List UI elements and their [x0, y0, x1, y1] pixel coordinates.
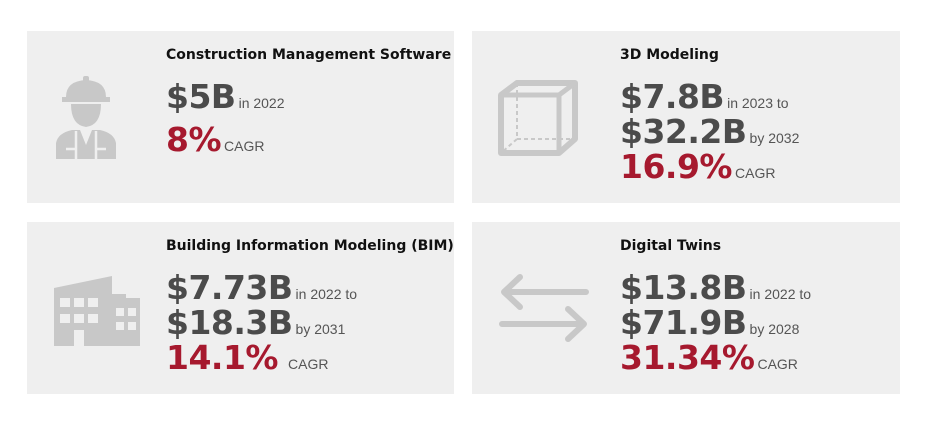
market-value: $7.8B: [620, 77, 725, 116]
market-card-bim: Building Information Modeling (BIM) $7.7…: [27, 222, 454, 394]
construction-worker-icon: [56, 76, 116, 159]
value-row-2: $71.9B by 2028: [620, 303, 799, 342]
value-row-1: $7.73B in 2022 to: [166, 268, 357, 307]
cagr-label: CAGR: [757, 356, 798, 372]
market-value: $13.8B: [620, 268, 747, 307]
building-icon: [54, 276, 140, 346]
cagr-value: 14.1%: [166, 338, 279, 377]
cagr-value: 8%: [166, 120, 222, 159]
value-note: by 2031: [295, 321, 346, 337]
cagr-row: 8% CAGR: [166, 120, 264, 159]
card-title: Building Information Modeling (BIM): [166, 238, 454, 254]
cagr-label: CAGR: [735, 165, 776, 181]
market-card-digital-twins: Digital Twins $13.8B in 2022 to $71.9B by …: [472, 222, 900, 394]
cagr-value: 16.9%: [620, 147, 733, 186]
value-row-2: $32.2B by 2032: [620, 112, 799, 151]
cagr-row: 31.34% CAGR: [620, 338, 798, 377]
swap-arrows-icon: [499, 274, 589, 342]
cube-icon: [498, 80, 578, 156]
value-row-1: $13.8B in 2022 to: [620, 268, 811, 307]
value-note: in 2023 to: [727, 95, 789, 111]
value-row-2: $18.3B by 2031: [166, 303, 345, 342]
card-title: Construction Management Software: [166, 47, 452, 63]
market-value: $18.3B: [166, 303, 293, 342]
value-row-1: $5B in 2022: [166, 77, 285, 116]
market-value: $32.2B: [620, 112, 747, 151]
cagr-row: 14.1% CAGR: [166, 338, 328, 377]
market-value: $7.73B: [166, 268, 293, 307]
market-card-3d-modeling: 3D Modeling $7.8B in 2023 to $32.2B by 203…: [472, 31, 900, 203]
market-card-construction-management: Construction Management Software $5B in 2…: [27, 31, 454, 203]
cagr-label: CAGR: [224, 138, 265, 154]
value-row-1: $7.8B in 2023 to: [620, 77, 789, 116]
value-note: in 2022: [238, 95, 285, 111]
cagr-value: 31.34%: [620, 338, 755, 377]
value-note: in 2022 to: [295, 286, 358, 302]
value-note: by 2032: [749, 130, 800, 146]
cagr-label: CAGR: [288, 356, 329, 372]
card-title: 3D Modeling: [620, 47, 719, 63]
value-note: by 2028: [749, 321, 800, 337]
cagr-row: 16.9% CAGR: [620, 147, 775, 186]
value-note: in 2022 to: [749, 286, 812, 302]
market-value: $5B: [166, 77, 236, 116]
card-title: Digital Twins: [620, 238, 722, 254]
market-value: $71.9B: [620, 303, 747, 342]
